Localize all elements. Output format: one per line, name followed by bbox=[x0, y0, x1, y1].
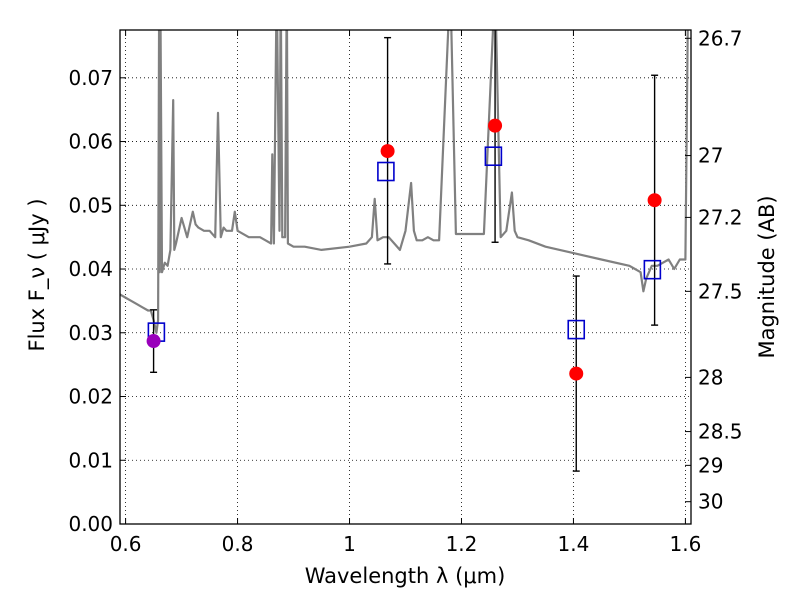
y-tick-label: 0.01 bbox=[68, 448, 113, 472]
right-tick-label: 28.5 bbox=[698, 420, 743, 444]
observed-flux-point bbox=[569, 366, 584, 381]
model-photometry-square bbox=[484, 146, 503, 167]
x-tick-label: 1 bbox=[343, 532, 356, 556]
x-tick-label: 1.6 bbox=[669, 532, 701, 556]
x-tick-label: 0.6 bbox=[110, 532, 142, 556]
right-tick-label: 27.5 bbox=[698, 279, 743, 303]
x-tick-label: 1.2 bbox=[446, 532, 478, 556]
model-photometry-square bbox=[643, 259, 662, 280]
axis-ticks: 0.6 0.8 1 1.2 1.4 1.6 0.00 0.01 0.02 0.03 0.04 0.05… bbox=[68, 26, 742, 556]
model-spectrum-line bbox=[120, 30, 689, 334]
observed-flux-point bbox=[380, 144, 395, 159]
right-tick-label: 28 bbox=[698, 365, 723, 389]
right-tick-label: 30 bbox=[698, 490, 723, 514]
x-tick-label: 1.4 bbox=[558, 532, 590, 556]
y-tick-label: 0.03 bbox=[68, 321, 113, 345]
y-tick-label: 0.05 bbox=[68, 193, 113, 217]
x-axis-title: Wavelength λ (μm) bbox=[305, 564, 506, 588]
y-tick-label: 0.07 bbox=[68, 66, 113, 90]
y-tick-label: 0.04 bbox=[68, 257, 113, 281]
plot-area bbox=[120, 30, 689, 472]
model-photometry-square bbox=[377, 161, 395, 182]
plot-frame bbox=[119, 29, 692, 525]
right-axis-title: Magnitude (AB) bbox=[755, 195, 779, 358]
observed-flux-point bbox=[647, 193, 662, 208]
observed-flux-point bbox=[488, 118, 503, 133]
y-tick-label: 0.06 bbox=[68, 130, 113, 154]
right-tick-label: 29 bbox=[698, 453, 723, 477]
observed-flux-point bbox=[146, 334, 161, 349]
x-tick-label: 0.8 bbox=[222, 532, 254, 556]
model-photometry-square bbox=[567, 319, 586, 340]
right-tick-label: 26.7 bbox=[698, 26, 743, 50]
y-tick-label: 0.00 bbox=[68, 512, 113, 536]
y-tick-label: 0.02 bbox=[68, 385, 113, 409]
right-tick-label: 27 bbox=[698, 144, 723, 168]
y-axis-title: Flux F_ν ( μJy ) bbox=[25, 198, 50, 351]
right-tick-label: 27.2 bbox=[698, 205, 743, 229]
